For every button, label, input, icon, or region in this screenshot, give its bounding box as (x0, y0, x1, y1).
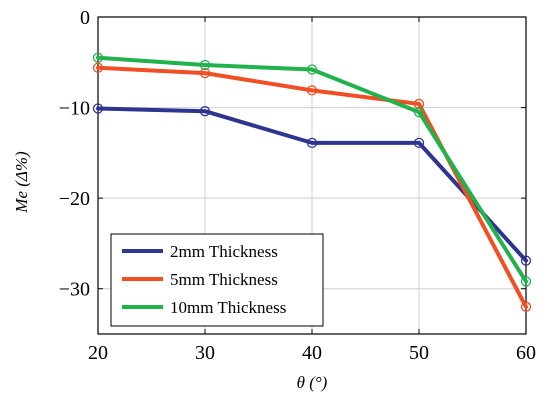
y-tick-label: 0 (80, 7, 90, 29)
data-point (92, 62, 104, 73)
data-point (306, 64, 318, 75)
legend-items: 2mm Thickness 5mm Thickness 10mm Thickness (122, 242, 286, 317)
data-point (520, 255, 532, 266)
legend-label: 5mm Thickness (170, 270, 278, 289)
data-point (413, 98, 425, 110)
legend-label: 10mm Thickness (170, 298, 286, 317)
legend-label: 2mm Thickness (170, 242, 278, 261)
series-2mm-thickness (92, 103, 532, 266)
x-axis-label: θ (°) (297, 373, 328, 392)
data-point (92, 103, 104, 114)
data-point (199, 106, 211, 117)
data-point (520, 301, 532, 312)
legend: 2mm Thickness 5mm Thickness 10mm Thickness (110, 233, 324, 327)
data-point (413, 106, 425, 118)
x-axis-ticks: 20 30 40 50 60 (88, 17, 536, 364)
series-line (96, 55, 528, 284)
x-tick-label: 50 (409, 342, 429, 364)
y-axis-ticks: 0 −10 −20 −30 (59, 7, 526, 301)
x-tick-label: 60 (516, 342, 536, 364)
x-tick-label: 40 (302, 342, 322, 364)
data-point (199, 59, 211, 71)
data-point (199, 68, 211, 79)
data-point (413, 137, 425, 149)
y-tick-label: −20 (59, 188, 90, 210)
y-tick-label: −30 (59, 279, 90, 301)
data-point (306, 137, 318, 149)
y-tick-label: −10 (59, 98, 90, 120)
x-tick-label: 30 (195, 342, 215, 364)
series-line (96, 106, 528, 263)
data-point (520, 276, 532, 287)
series-10mm-thickness (92, 52, 532, 287)
series-layer (92, 52, 532, 312)
data-point (306, 85, 318, 96)
y-axis-label: Me (Δ%) (12, 151, 31, 214)
data-point (92, 52, 104, 63)
x-tick-label: 20 (88, 342, 108, 364)
